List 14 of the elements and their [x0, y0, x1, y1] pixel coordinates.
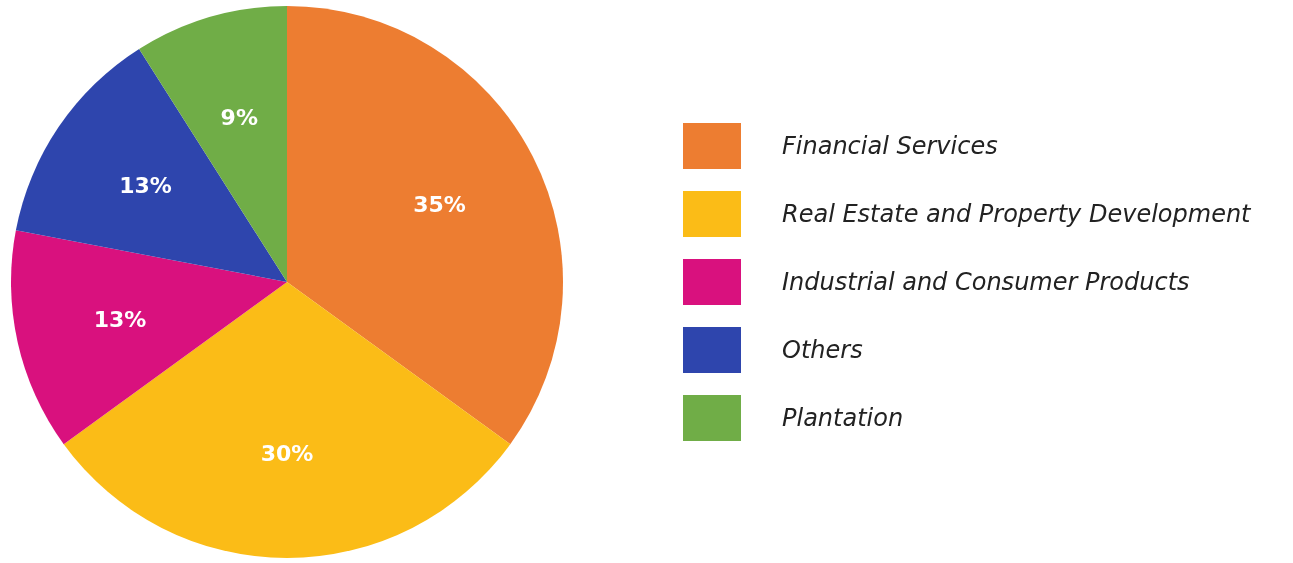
- pie-slice: [63, 282, 511, 558]
- pie-slice: [11, 230, 287, 445]
- data-label: 35%: [413, 191, 466, 217]
- data-label: 9%: [220, 105, 258, 131]
- data-label: 13%: [93, 306, 147, 332]
- legend-label: Plantation: [782, 403, 904, 432]
- pie-slice: [287, 6, 563, 445]
- legend-label: Industrial and Consumer Products: [782, 267, 1190, 296]
- legend-label: Real Estate and Property Development: [782, 199, 1251, 228]
- data-label: 13%: [119, 173, 172, 199]
- data-label: 30%: [260, 440, 314, 466]
- legend-label: Financial Services: [782, 131, 998, 160]
- pie-slice: [15, 48, 287, 282]
- legend-label: Others: [782, 335, 863, 364]
